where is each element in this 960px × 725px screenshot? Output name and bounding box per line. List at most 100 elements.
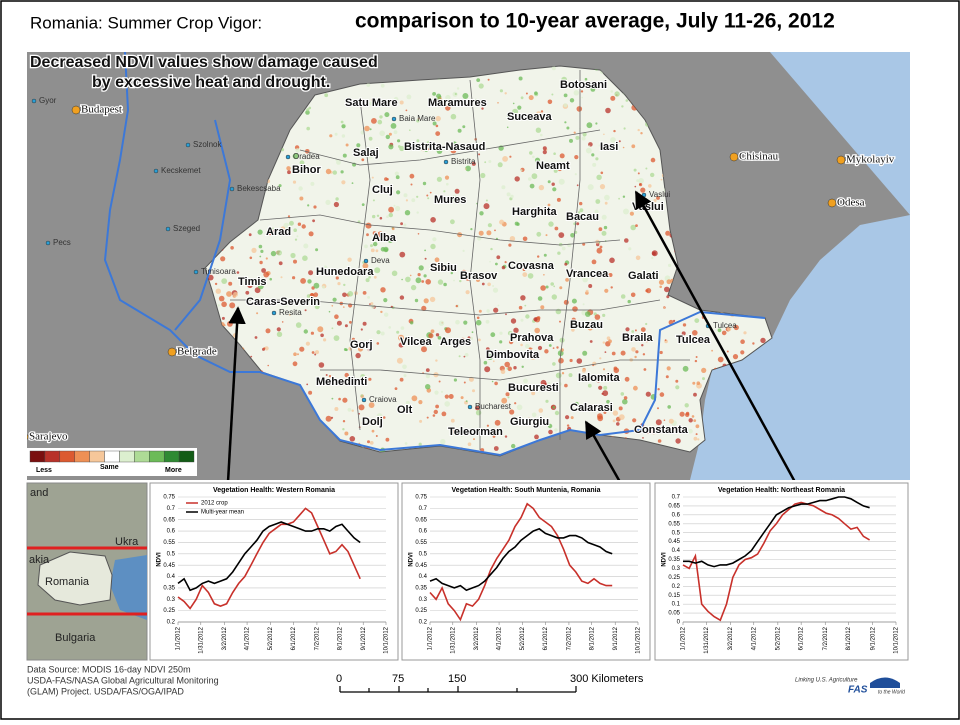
- ndvi-speckle: [418, 442, 422, 446]
- ndvi-speckle: [297, 353, 299, 356]
- ndvi-speckle: [343, 348, 347, 351]
- ndvi-speckle: [369, 441, 374, 445]
- chart-title: Vegetation Health: Northeast Romania: [718, 487, 845, 494]
- ndvi-speckle: [461, 269, 467, 276]
- ndvi-speckle: [559, 286, 563, 290]
- ndvi-speckle: [334, 407, 339, 411]
- y-tick-label: 0.35: [163, 585, 175, 591]
- ndvi-speckle: [372, 214, 376, 219]
- ndvi-speckle: [637, 272, 642, 277]
- ndvi-speckle: [545, 399, 549, 403]
- ndvi-speckle: [293, 228, 298, 232]
- ndvi-speckle: [504, 361, 511, 368]
- ndvi-speckle: [369, 303, 371, 305]
- ndvi-speckle: [493, 351, 498, 357]
- ndvi-speckle: [505, 392, 510, 397]
- ndvi-speckle: [370, 302, 374, 306]
- ndvi-speckle: [599, 184, 606, 190]
- ndvi-speckle: [623, 208, 629, 215]
- ndvi-speckle: [631, 330, 635, 333]
- ndvi-speckle: [284, 302, 288, 307]
- ndvi-speckle: [609, 257, 615, 264]
- ndvi-speckle: [554, 410, 560, 416]
- ndvi-speckle: [711, 349, 713, 352]
- ndvi-speckle: [627, 299, 631, 304]
- source: (GLAM) Project. USDA/FAS/OGA/IPAD: [27, 686, 184, 696]
- city-dot: [167, 347, 177, 357]
- ndvi-speckle: [527, 273, 534, 279]
- ndvi-speckle: [334, 132, 338, 136]
- arrow: [634, 190, 796, 480]
- ndvi-speckle: [395, 205, 401, 212]
- county-label: Bistrita-Nasaud: [404, 141, 485, 153]
- ndvi-speckle: [558, 232, 565, 239]
- city-label: Resita: [279, 308, 302, 317]
- county-label: Olt: [397, 404, 413, 416]
- city-dot: [641, 192, 647, 198]
- county-label: Alba: [372, 232, 397, 244]
- scale-label: 0: [336, 673, 342, 685]
- y-tick-label: 0.75: [163, 495, 175, 501]
- ndvi-speckle: [313, 292, 319, 298]
- ndvi-speckle: [548, 221, 554, 227]
- ndvi-speckle: [214, 282, 218, 286]
- ndvi-speckle: [370, 244, 373, 248]
- ndvi-speckle: [411, 395, 418, 402]
- ndvi-speckle: [608, 273, 613, 277]
- ndvi-speckle: [494, 381, 498, 386]
- ndvi-speckle: [594, 322, 601, 329]
- city-dot: [193, 269, 199, 275]
- ndvi-speckle: [688, 428, 693, 434]
- ndvi-speckle: [510, 318, 517, 324]
- ndvi-speckle: [461, 337, 465, 342]
- ndvi-speckle: [693, 392, 697, 397]
- ndvi-speckle: [693, 419, 697, 422]
- ndvi-speckle: [668, 263, 672, 267]
- arrow: [584, 420, 621, 480]
- x-tick-label: 6/1/2012: [799, 626, 805, 650]
- county-label: Sibiu: [430, 262, 457, 274]
- legend-swatch: [163, 450, 180, 463]
- ndvi-speckle: [376, 342, 380, 345]
- x-tick-label: 10/1/2012: [894, 626, 900, 653]
- ndvi-speckle: [299, 346, 305, 352]
- ndvi-speckle: [418, 265, 424, 271]
- ndvi-speckle: [522, 272, 528, 277]
- ndvi-speckle: [433, 409, 438, 415]
- ndvi-speckle: [453, 279, 455, 282]
- ndvi-speckle: [550, 212, 553, 214]
- ndvi-speckle: [495, 262, 498, 266]
- ndvi-speckle: [435, 124, 439, 128]
- ndvi-speckle: [595, 122, 598, 125]
- ndvi-speckle: [618, 140, 621, 143]
- city-dot: [45, 240, 51, 246]
- ndvi-speckle: [463, 381, 466, 384]
- ndvi-speckle: [390, 123, 397, 129]
- ndvi-speckle: [375, 249, 379, 253]
- y-tick-label: 0.6: [419, 529, 428, 535]
- ndvi-speckle: [329, 134, 333, 138]
- ndvi-speckle: [362, 291, 367, 295]
- ndvi-speckle: [465, 276, 471, 281]
- y-tick-label: 0.45: [668, 539, 680, 545]
- ndvi-speckle: [602, 390, 609, 397]
- ndvi-speckle: [451, 266, 454, 269]
- ndvi-speckle: [421, 346, 427, 353]
- y-tick-label: 0.2: [419, 620, 428, 626]
- ndvi-speckle: [602, 368, 606, 371]
- ndvi-speckle: [667, 405, 671, 409]
- ndvi-speckle: [494, 229, 496, 232]
- ndvi-speckle: [573, 131, 576, 134]
- ndvi-speckle: [599, 245, 603, 249]
- ndvi-speckle: [508, 243, 512, 247]
- x-tick-label: 5/2/2012: [268, 626, 274, 650]
- ndvi-speckle: [299, 196, 304, 201]
- ndvi-speckle: [299, 160, 305, 166]
- ndvi-speckle: [379, 216, 383, 220]
- ndvi-speckle: [328, 375, 332, 378]
- ndvi-speckle: [303, 329, 308, 334]
- ndvi-speckle: [540, 133, 543, 137]
- legend-swatch: [119, 450, 135, 463]
- city-label: Pecs: [53, 238, 71, 247]
- ndvi-speckle: [682, 323, 687, 327]
